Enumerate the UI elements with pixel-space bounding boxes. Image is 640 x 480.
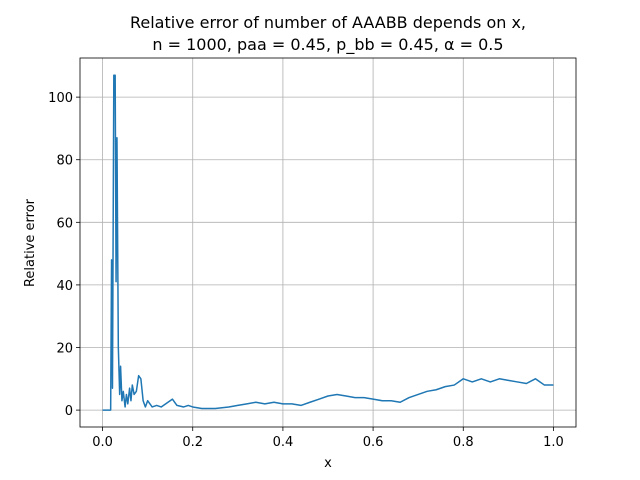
x-tick-label: 0.0 bbox=[92, 435, 113, 450]
y-tick-label: 0 bbox=[65, 404, 73, 419]
y-tick-label: 40 bbox=[56, 279, 73, 294]
x-tick-label: 0.2 bbox=[182, 435, 203, 450]
data-line bbox=[102, 74, 554, 411]
y-axis-label: Relative error bbox=[23, 198, 38, 287]
chart-title: Relative error of number of AAABB depend… bbox=[130, 13, 526, 32]
x-tick-label: 0.6 bbox=[363, 435, 384, 450]
x-tick-label: 1.0 bbox=[543, 435, 564, 450]
x-tick-label: 0.4 bbox=[273, 435, 294, 450]
y-tick-label: 20 bbox=[56, 342, 73, 357]
y-tick-label: 60 bbox=[56, 216, 73, 231]
y-tick-label: 100 bbox=[48, 91, 73, 106]
plot-frame bbox=[79, 57, 577, 428]
chart-title: n = 1000, paa = 0.45, p_bb = 0.45, α = 0… bbox=[152, 35, 503, 55]
x-axis-label: x bbox=[324, 456, 332, 471]
y-tick-label: 80 bbox=[56, 154, 73, 169]
x-tick-label: 0.8 bbox=[453, 435, 474, 450]
